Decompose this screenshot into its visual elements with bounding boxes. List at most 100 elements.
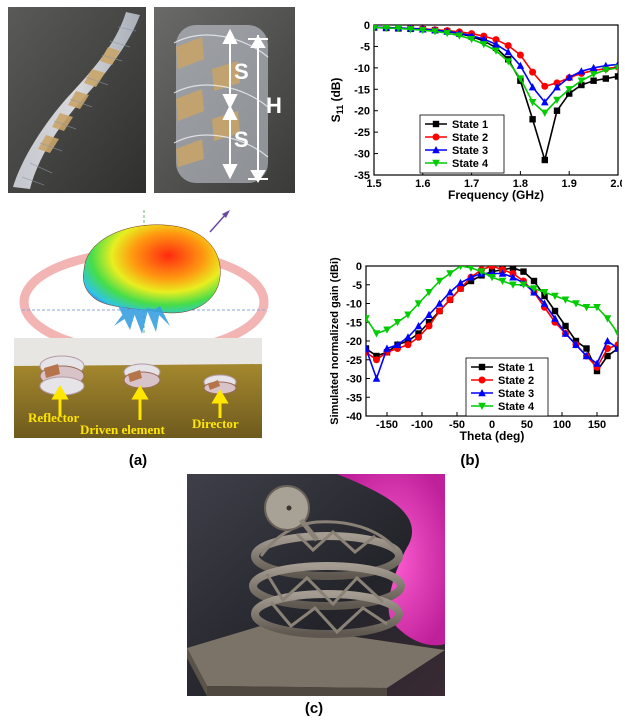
data-point: [529, 116, 536, 123]
y-tick-label: 0: [364, 20, 370, 32]
legend-entry: State 1: [498, 362, 534, 374]
data-point: [419, 26, 427, 35]
data-point: [566, 90, 573, 97]
data-point: [551, 307, 559, 315]
data-point: [593, 367, 601, 375]
legend-marker: [478, 402, 486, 410]
data-point: [404, 341, 412, 349]
data-point: [519, 281, 528, 289]
legend-marker: [432, 120, 440, 128]
data-point: [504, 42, 512, 50]
data-point: [406, 26, 415, 34]
data-point: [425, 289, 433, 297]
reflector-label: Reflector: [28, 410, 80, 425]
data-point: [467, 35, 476, 44]
gain-chart: -150 -100 -50 0 50 100 150 0 -5 -10 -15 -20 -25 -30 -3…: [326, 254, 622, 450]
x-tick-label: 1.8: [513, 178, 528, 190]
legend-entry: State 4: [498, 401, 535, 413]
radiation-pattern-3d: [14, 206, 274, 340]
y-tick-label: -15: [346, 317, 362, 329]
data-point: [435, 299, 444, 307]
data-point: [553, 96, 561, 104]
data-point: [582, 352, 591, 360]
data-point: [492, 40, 500, 48]
data-point: [582, 304, 591, 312]
data-point: [589, 71, 598, 79]
panel-label-b: (b): [460, 452, 480, 469]
data-point: [565, 86, 573, 94]
data-point: [383, 326, 391, 334]
y-tick-label: -30: [354, 149, 370, 161]
helix-antenna-image: [154, 7, 295, 193]
data-point: [603, 315, 612, 323]
dimension-label-s-top: S: [234, 59, 249, 84]
dimension-label-s-bottom: S: [234, 127, 249, 152]
data-point: [457, 285, 464, 292]
legend-marker: [478, 363, 486, 371]
legend-marker: [478, 376, 486, 384]
yagi-array-image: [14, 338, 262, 438]
data-point: [458, 266, 463, 270]
disk-element: [264, 485, 319, 542]
data-point: [404, 333, 412, 341]
data-point: [488, 266, 496, 270]
data-point: [602, 66, 610, 74]
yagi-array-photo: Reflector Driven element Director: [14, 338, 262, 438]
x-tick-label: 1.6: [415, 178, 430, 190]
x-tick-label: 150: [588, 419, 606, 431]
data-point: [425, 322, 433, 330]
data-point: [504, 58, 512, 66]
panel-label-a: (a): [128, 452, 148, 469]
data-point: [404, 311, 412, 319]
y-tick-label: 0: [356, 261, 362, 273]
data-point: [415, 333, 422, 341]
x-tick-label: 1.7: [464, 178, 479, 190]
data-point: [467, 277, 475, 285]
data-point: [602, 75, 609, 82]
y-axis-label: Simulated normalized gain (dBi): [329, 257, 341, 425]
data-point: [393, 319, 402, 327]
data-point: [516, 75, 525, 83]
legend-entry: State 2: [452, 132, 488, 144]
x-tick-label: 0: [489, 419, 495, 431]
data-point: [541, 98, 549, 106]
y-tick-label: -5: [352, 280, 362, 292]
data-point: [382, 25, 390, 32]
x-tick-label: -100: [411, 419, 433, 431]
data-point: [446, 270, 454, 278]
data-point: [480, 41, 488, 49]
data-point: [561, 296, 570, 304]
data-point: [553, 107, 561, 114]
data-point: [540, 299, 549, 307]
data-point: [492, 36, 500, 44]
s-dimension-arrows: [222, 28, 268, 183]
twisted-antenna-photo: [8, 7, 146, 193]
data-point: [577, 77, 586, 85]
data-point: [572, 300, 580, 308]
data-point: [383, 344, 391, 352]
director-label: Director: [192, 416, 239, 431]
data-point: [561, 329, 570, 337]
data-point: [509, 281, 517, 289]
data-point: [456, 278, 465, 287]
data-point: [477, 268, 486, 276]
data-point: [393, 340, 402, 348]
data-point: [467, 266, 475, 272]
data-point: [551, 314, 559, 322]
data-point: [593, 359, 601, 367]
data-point: [553, 79, 561, 87]
x-tick-label: 1.9: [562, 178, 577, 190]
legend-entry: State 1: [452, 119, 488, 131]
legend-entry: State 3: [452, 145, 488, 157]
data-point: [604, 352, 611, 360]
legend-marker: [432, 133, 440, 141]
legend-entry: State 2: [498, 375, 534, 387]
data-point: [431, 28, 439, 36]
data-point: [541, 109, 549, 117]
x-axis-label: Theta (deg): [460, 429, 525, 443]
data-point: [509, 266, 517, 272]
data-point: [480, 35, 488, 43]
data-point: [373, 356, 380, 364]
data-point: [414, 322, 423, 330]
data-point: [614, 73, 618, 80]
